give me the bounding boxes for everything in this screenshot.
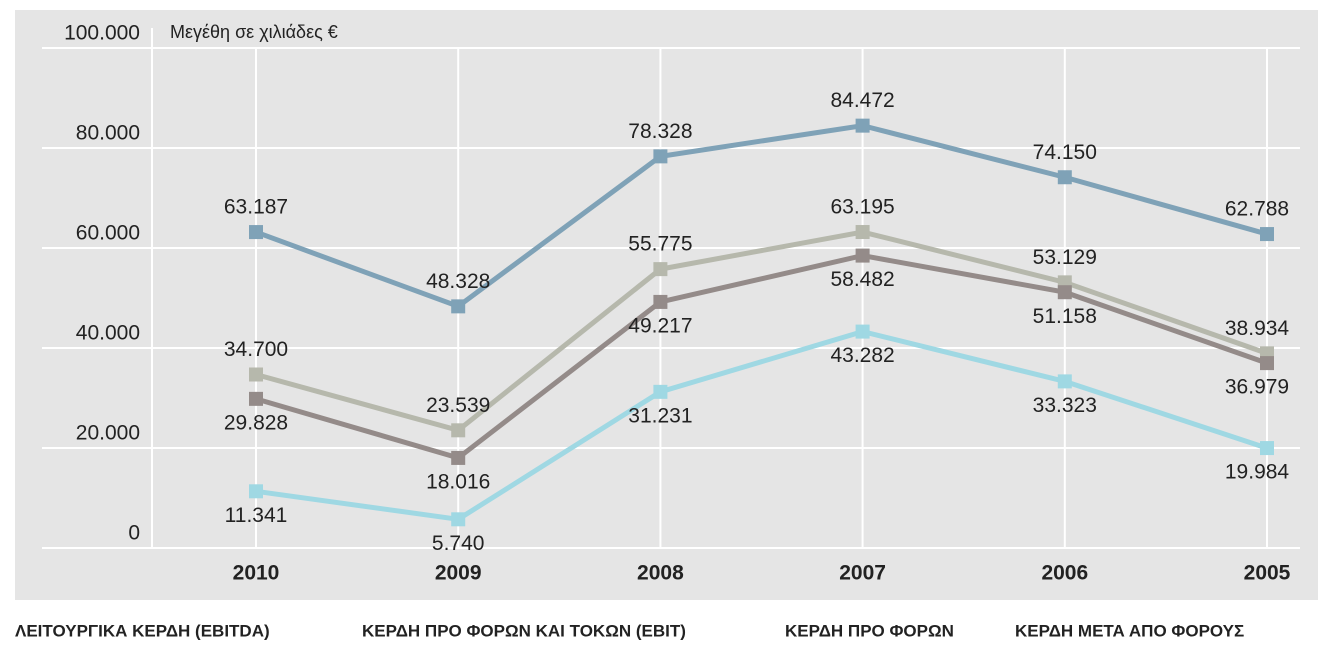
- x-tick-label: 2006: [1041, 562, 1088, 585]
- value-label: 55.775: [628, 233, 692, 256]
- y-tick-label: 80.000: [76, 122, 140, 145]
- marker: [451, 299, 466, 314]
- marker: [451, 423, 466, 438]
- value-label: 11.341: [225, 504, 288, 527]
- value-label: 23.539: [426, 394, 490, 417]
- marker: [249, 391, 263, 406]
- value-label: 18.016: [426, 470, 490, 493]
- marker: [249, 367, 263, 382]
- value-label: 78.328: [628, 120, 692, 143]
- y-tick-label: 20.000: [76, 422, 140, 445]
- value-label: 38.934: [1225, 317, 1290, 340]
- value-label: 48.328: [426, 270, 490, 293]
- y-tick-label: 40.000: [76, 322, 140, 345]
- value-label: 33.323: [1033, 394, 1097, 417]
- value-label: 53.129: [1033, 246, 1097, 269]
- unit-label: Μεγέθη σε χιλιάδες €: [170, 22, 338, 42]
- marker: [1057, 170, 1072, 185]
- x-tick-label: 2005: [1244, 562, 1291, 585]
- value-label: 58.482: [830, 268, 894, 291]
- x-tick-label: 2009: [435, 562, 482, 585]
- legend-entry: ΛΕΙΤΟΥΡΓΙΚΑ ΚΕΡΔΗ (EBITDA): [15, 621, 270, 640]
- value-label: 62.788: [1225, 198, 1289, 221]
- marker: [249, 225, 263, 240]
- marker: [1057, 285, 1072, 300]
- y-tick-label: 100.000: [64, 22, 140, 45]
- value-label: 63.187: [224, 196, 288, 219]
- series-line: [255, 328, 1268, 522]
- marker: [249, 484, 263, 499]
- value-label: 5.740: [432, 532, 485, 555]
- marker: [855, 324, 870, 339]
- marker: [451, 450, 466, 465]
- marker: [653, 384, 668, 399]
- value-label: 74.150: [1033, 141, 1097, 164]
- series-line: [255, 253, 1268, 461]
- marker: [1260, 441, 1274, 456]
- value-label: 49.217: [628, 314, 692, 337]
- value-label: 43.282: [830, 344, 894, 367]
- x-tick-label: 2007: [839, 562, 886, 585]
- marker: [451, 512, 466, 527]
- value-label: 84.472: [830, 89, 894, 112]
- legend-entry: ΚΕΡΔΗ ΠΡΟ ΦΟΡΩΝ: [785, 621, 954, 640]
- value-label: 63.195: [830, 196, 894, 219]
- y-tick-label: 60.000: [76, 222, 140, 245]
- value-label: 34.700: [224, 338, 288, 361]
- y-tick-label: 0: [128, 522, 140, 545]
- x-tick-label: 2008: [637, 562, 684, 585]
- marker: [1260, 356, 1274, 371]
- series-line: [255, 123, 1268, 310]
- marker: [855, 118, 870, 133]
- value-label: 36.979: [1225, 376, 1289, 399]
- marker: [855, 225, 870, 240]
- value-label: 19.984: [1225, 461, 1290, 484]
- marker: [1260, 227, 1274, 242]
- series-line: [255, 229, 1268, 434]
- marker: [653, 294, 668, 309]
- value-label: 29.828: [224, 411, 288, 434]
- marker: [855, 248, 870, 263]
- legend-entry: ΚΕΡΔΗ ΠΡΟ ΦΟΡΩΝ ΚΑΙ ΤΟΚΩΝ (EBIT): [362, 621, 686, 640]
- value-label: 31.231: [628, 404, 692, 427]
- x-tick-label: 2010: [233, 562, 280, 585]
- marker: [1057, 374, 1072, 389]
- legend-entry: ΚΕΡΔΗ ΜΕΤΑ ΑΠΟ ΦΟΡΟΥΣ: [1015, 621, 1244, 640]
- marker: [653, 262, 668, 277]
- marker: [653, 149, 668, 164]
- value-label: 51.158: [1033, 305, 1097, 328]
